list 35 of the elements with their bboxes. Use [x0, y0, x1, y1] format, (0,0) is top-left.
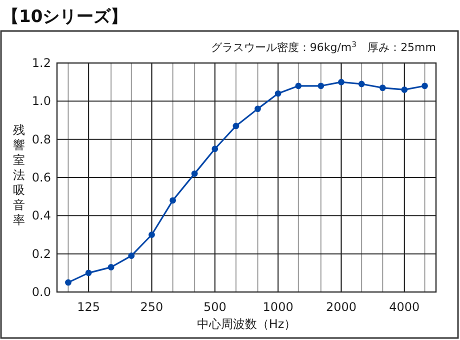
point: [358, 80, 365, 88]
y-tick-label: 0.8: [32, 132, 51, 146]
x-tick-label: 1000: [262, 300, 294, 314]
y-tick-label: 1.2: [32, 56, 51, 70]
point: [401, 86, 408, 93]
point: [379, 84, 386, 92]
y-tick-label: 0.6: [32, 170, 51, 184]
point: [274, 90, 282, 97]
point: [191, 170, 198, 177]
y-axis-title: 残響室法吸音率: [13, 123, 25, 227]
point: [254, 106, 261, 112]
x-tick-label: 2000: [326, 300, 357, 314]
x-tick-label: 250: [140, 300, 164, 314]
point: [148, 232, 155, 238]
point: [232, 122, 240, 130]
text: グラスウール密度：96kg/m$^{3}$ 厚み：25mm: [210, 40, 436, 54]
point: [318, 82, 324, 90]
point: [212, 146, 218, 152]
x-axis-title: 中心周波数（Hz）: [196, 317, 296, 331]
point: [85, 270, 92, 276]
y-tick-label: 0.2: [32, 246, 51, 261]
point: [295, 82, 302, 90]
chart-title: 【10シリーズ】: [2, 7, 128, 27]
x-tick-label: 500: [203, 300, 226, 314]
x-tick-label: 4000: [389, 300, 420, 314]
y-tick-label: 0.4: [32, 208, 51, 223]
point: [338, 78, 344, 86]
y-tick-label: 0.0: [32, 285, 51, 299]
point: [128, 252, 135, 259]
point: [170, 197, 176, 204]
point: [108, 264, 114, 270]
point: [65, 279, 72, 286]
point: [422, 82, 428, 90]
y-tick-label: 1.0: [32, 94, 51, 108]
x-tick-label: 125: [77, 300, 100, 314]
